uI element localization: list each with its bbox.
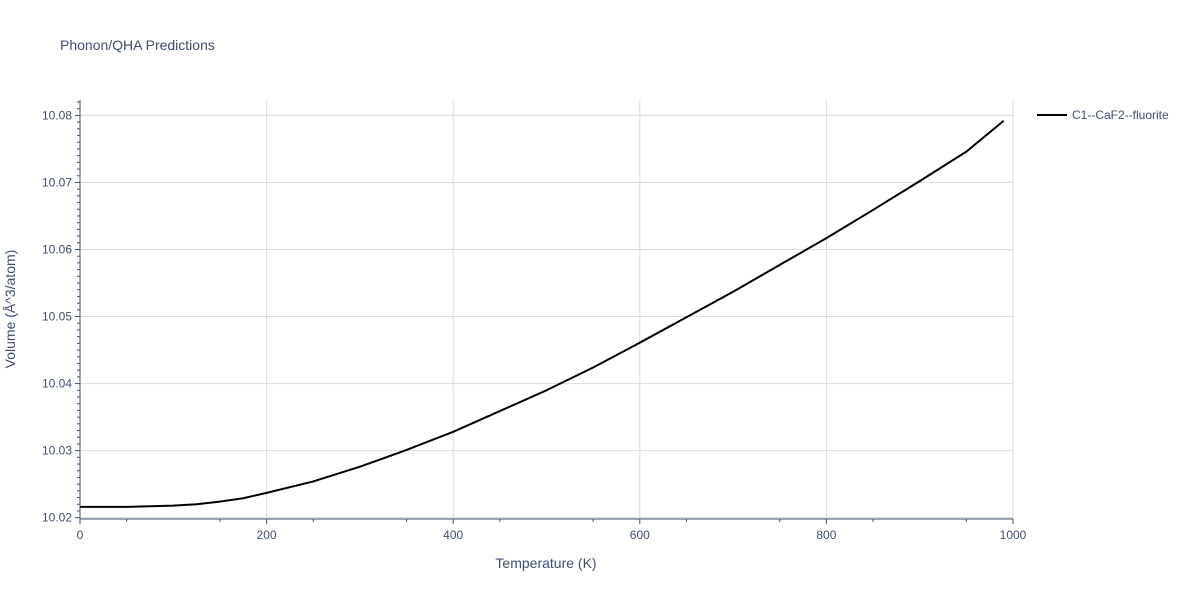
y-tick-label: 10.05 <box>42 310 72 324</box>
grid-layer <box>80 100 1014 519</box>
y-axis-title: Volume (Å^3/atom) <box>2 250 18 369</box>
y-tick-label: 10.07 <box>42 175 72 189</box>
x-tick-label: 1000 <box>1000 528 1027 542</box>
ticks-layer: 0 200 400 600 800 1000 10.02 10.03 10.04 10.05 10.… <box>42 101 1027 542</box>
chart-title: Phonon/QHA Predictions <box>60 37 215 53</box>
x-tick-label: 400 <box>443 528 463 542</box>
axes-layer <box>79 100 1013 520</box>
x-tick-label: 800 <box>816 528 836 542</box>
x-axis-title: Temperature (K) <box>495 555 596 571</box>
y-tick-label: 10.04 <box>42 377 72 391</box>
y-tick-label: 10.08 <box>42 108 72 122</box>
x-tick-label: 600 <box>630 528 650 542</box>
y-tick-label: 10.06 <box>42 242 72 256</box>
legend[interactable]: C1--CaF2--fluorite <box>1037 108 1169 122</box>
y-tick-label: 10.03 <box>42 444 72 458</box>
legend-label: C1--CaF2--fluorite <box>1072 108 1169 122</box>
series-line <box>80 120 1005 508</box>
x-tick-label: 0 <box>77 528 84 542</box>
x-tick-label: 200 <box>257 528 277 542</box>
y-tick-label: 10.02 <box>42 511 72 525</box>
series-layer <box>80 120 1005 508</box>
